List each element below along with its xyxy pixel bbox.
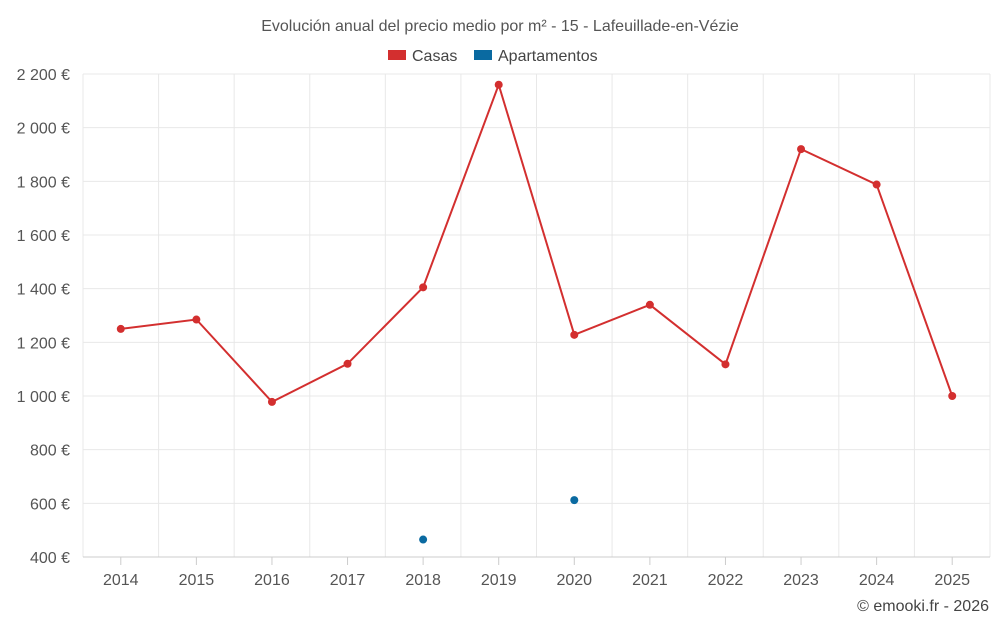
x-tick-label: 2020 [556,572,592,589]
x-tick-label: 2025 [934,572,970,589]
y-tick-label: 2 000 € [17,121,70,138]
data-point-casas[interactable] [192,315,201,324]
data-point-casas[interactable] [797,145,806,154]
y-tick-label: 1 800 € [17,174,70,191]
x-tick-label: 2023 [783,572,819,589]
x-tick-label: 2019 [481,572,517,589]
legend-swatch-apartamentos [474,50,492,60]
x-tick-label: 2022 [708,572,744,589]
y-tick-label: 400 € [30,550,70,567]
grid [82,73,991,557]
y-tick-label: 1 200 € [17,335,70,352]
y-tick-label: 2 200 € [17,67,70,84]
data-point-apartamentos[interactable] [570,496,579,505]
data-point-casas[interactable] [343,359,352,368]
y-tick-label: 1 000 € [17,389,70,406]
y-tick-label: 800 € [30,443,70,460]
x-tick-label: 2015 [179,572,215,589]
data-point-casas[interactable] [872,180,881,189]
legend: Casas Apartamentos [388,48,598,65]
legend-label-apartamentos[interactable]: Apartamentos [498,48,598,65]
x-tick-label: 2021 [632,572,668,589]
y-tick-label: 600 € [30,496,70,513]
axes: 400 € 600 € 800 € 1 000 € 1 200 € 1 400 € 1 60… [17,67,990,589]
x-tick-label: 2014 [103,572,139,589]
series [116,80,957,544]
data-point-casas[interactable] [948,392,957,400]
y-tick-label: 1 400 € [17,282,70,299]
data-point-casas[interactable] [267,397,276,406]
data-point-casas[interactable] [721,360,730,369]
chart-title: Evolución anual del precio medio por m² … [261,18,739,35]
x-tick-label: 2016 [254,572,290,589]
data-point-apartamentos[interactable] [419,535,428,544]
x-tick-label: 2024 [859,572,895,589]
x-tick-label: 2018 [405,572,441,589]
x-tick-label: 2017 [330,572,366,589]
legend-swatch-casas [388,50,406,60]
data-point-casas[interactable] [419,283,428,292]
y-tick-label: 1 600 € [17,228,70,245]
series-line-casas [120,81,954,404]
legend-label-casas[interactable]: Casas [412,48,457,65]
data-point-casas[interactable] [645,300,654,309]
data-point-casas[interactable] [116,324,125,333]
credit-text: © emooki.fr - 2026 [857,598,989,615]
data-point-casas[interactable] [494,80,503,89]
data-point-casas[interactable] [570,330,579,339]
